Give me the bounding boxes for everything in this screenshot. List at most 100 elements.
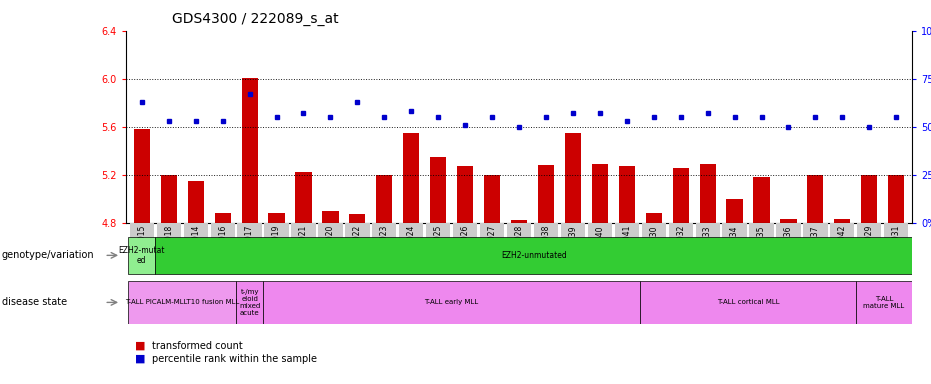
Bar xyxy=(646,213,662,223)
Text: GSM759042: GSM759042 xyxy=(838,225,847,271)
Text: GSM759037: GSM759037 xyxy=(811,225,820,271)
Bar xyxy=(884,223,909,271)
Text: ■: ■ xyxy=(135,341,145,351)
Bar xyxy=(210,223,235,271)
Bar xyxy=(264,223,289,271)
Bar xyxy=(291,223,316,271)
Bar xyxy=(345,223,370,271)
Bar xyxy=(834,219,850,223)
Text: GSM759019: GSM759019 xyxy=(272,225,281,271)
Bar xyxy=(861,175,877,223)
Bar xyxy=(538,165,554,223)
Bar xyxy=(430,157,446,223)
Bar xyxy=(480,223,505,271)
Bar xyxy=(560,223,585,271)
Bar xyxy=(856,281,912,324)
Bar xyxy=(533,223,558,271)
Bar xyxy=(749,223,774,271)
Text: GSM759038: GSM759038 xyxy=(542,225,550,271)
Bar xyxy=(134,129,150,223)
Text: GSM759027: GSM759027 xyxy=(488,225,496,271)
Text: GSM759040: GSM759040 xyxy=(595,225,604,271)
Bar xyxy=(214,213,231,223)
Text: GSM759024: GSM759024 xyxy=(407,225,416,271)
Bar xyxy=(236,281,263,324)
Text: GSM759035: GSM759035 xyxy=(757,225,766,271)
Bar xyxy=(776,223,801,271)
Text: GSM759034: GSM759034 xyxy=(730,225,739,271)
Bar xyxy=(780,219,797,223)
Text: GSM759032: GSM759032 xyxy=(676,225,685,271)
Text: T-ALL PICALM-MLLT10 fusion MLL: T-ALL PICALM-MLLT10 fusion MLL xyxy=(125,300,239,305)
Bar xyxy=(668,223,693,271)
Text: GSM759041: GSM759041 xyxy=(622,225,631,271)
Bar xyxy=(614,223,639,271)
Bar xyxy=(695,223,720,271)
Text: T-ALL early MLL: T-ALL early MLL xyxy=(425,300,479,305)
Text: GSM759021: GSM759021 xyxy=(299,225,308,271)
Bar xyxy=(376,175,392,223)
Text: T-ALL cortical MLL: T-ALL cortical MLL xyxy=(717,300,779,305)
Bar xyxy=(237,223,262,271)
Bar xyxy=(807,175,824,223)
Bar xyxy=(592,164,608,223)
Text: GSM759023: GSM759023 xyxy=(380,225,389,271)
Text: GSM759030: GSM759030 xyxy=(649,225,658,271)
Text: GSM759029: GSM759029 xyxy=(865,225,874,271)
Text: GSM759033: GSM759033 xyxy=(703,225,712,271)
Bar xyxy=(641,223,666,271)
Text: GSM759015: GSM759015 xyxy=(138,225,146,271)
Text: EZH2-mutat
ed: EZH2-mutat ed xyxy=(118,246,165,265)
Bar xyxy=(484,175,500,223)
Text: GSM759017: GSM759017 xyxy=(245,225,254,271)
Text: EZH2-unmutated: EZH2-unmutated xyxy=(501,251,567,260)
Text: GDS4300 / 222089_s_at: GDS4300 / 222089_s_at xyxy=(172,12,339,25)
Bar xyxy=(641,281,856,324)
Bar xyxy=(453,223,478,271)
Text: GSM759026: GSM759026 xyxy=(461,225,469,271)
Bar xyxy=(699,164,716,223)
Text: GSM759022: GSM759022 xyxy=(353,225,362,271)
Bar xyxy=(587,223,612,271)
Bar xyxy=(156,223,181,271)
Text: GSM759031: GSM759031 xyxy=(892,225,900,271)
Text: transformed count: transformed count xyxy=(152,341,242,351)
Text: GSM759016: GSM759016 xyxy=(218,225,227,271)
Bar xyxy=(129,223,154,271)
Bar xyxy=(565,133,581,223)
Bar xyxy=(857,223,882,271)
Text: t-/my
eloid
mixed
acute: t-/my eloid mixed acute xyxy=(239,289,261,316)
Bar xyxy=(241,78,258,223)
Text: GSM759020: GSM759020 xyxy=(326,225,335,271)
Bar xyxy=(888,175,904,223)
Bar xyxy=(295,172,312,223)
Bar xyxy=(183,223,208,271)
Bar xyxy=(803,223,828,271)
Bar xyxy=(830,223,855,271)
Bar xyxy=(506,223,532,271)
Text: T-ALL
mature MLL: T-ALL mature MLL xyxy=(863,296,905,309)
Text: disease state: disease state xyxy=(2,297,67,308)
Bar xyxy=(726,199,743,223)
Bar xyxy=(426,223,451,271)
Bar xyxy=(128,237,155,274)
Bar xyxy=(722,223,747,271)
Text: GSM759025: GSM759025 xyxy=(434,225,443,271)
Bar xyxy=(372,223,397,271)
Bar xyxy=(753,177,770,223)
Text: GSM759028: GSM759028 xyxy=(515,225,523,271)
Bar xyxy=(263,281,641,324)
Bar xyxy=(128,281,236,324)
Text: genotype/variation: genotype/variation xyxy=(2,250,94,260)
Bar xyxy=(188,181,204,223)
Text: GSM759036: GSM759036 xyxy=(784,225,793,271)
Bar xyxy=(619,166,635,223)
Bar xyxy=(318,223,343,271)
Text: ■: ■ xyxy=(135,354,145,364)
Text: GSM759018: GSM759018 xyxy=(164,225,173,271)
Bar xyxy=(457,166,473,223)
Bar xyxy=(349,214,366,223)
Text: GSM759014: GSM759014 xyxy=(191,225,200,271)
Bar xyxy=(268,213,285,223)
Text: GSM759039: GSM759039 xyxy=(569,225,577,271)
